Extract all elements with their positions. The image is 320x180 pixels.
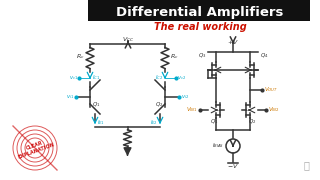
Text: $I_{C1}$: $I_{C1}$ — [92, 74, 100, 82]
Text: Differential Amplifiers: Differential Amplifiers — [116, 6, 284, 19]
Text: $Q_1$: $Q_1$ — [92, 100, 100, 109]
Text: $-V$: $-V$ — [227, 162, 239, 170]
Text: $R_c$: $R_c$ — [170, 53, 179, 61]
Text: $Q_4$: $Q_4$ — [260, 52, 268, 60]
Text: $R_c$: $R_c$ — [76, 53, 85, 61]
Text: $v_{c2}$: $v_{c2}$ — [177, 74, 186, 82]
Text: $I_{E1}$: $I_{E1}$ — [97, 119, 105, 127]
Text: $I_{C2}$: $I_{C2}$ — [155, 74, 163, 82]
Text: The real working: The real working — [154, 22, 246, 32]
Text: $+V$: $+V$ — [227, 38, 239, 46]
Text: $v_{i1}$: $v_{i1}$ — [66, 93, 74, 101]
Text: CLEAR
EXPLANATION: CLEAR EXPLANATION — [15, 136, 55, 160]
Text: $V_{CC}$: $V_{CC}$ — [122, 36, 134, 44]
Text: $I_{E2}$: $I_{E2}$ — [150, 119, 158, 127]
Text: $Q_2$: $Q_2$ — [248, 118, 256, 126]
Text: $Q_1$: $Q_1$ — [210, 118, 218, 126]
Text: $V_{IN1}$: $V_{IN1}$ — [186, 105, 198, 114]
Text: $I_{BIAS}$: $I_{BIAS}$ — [212, 141, 224, 150]
Text: $V_{IN2}$: $V_{IN2}$ — [268, 105, 280, 114]
Text: $Q_3$: $Q_3$ — [198, 52, 206, 60]
Text: $V_{OUT}$: $V_{OUT}$ — [264, 86, 278, 94]
Text: $v_{c1}$: $v_{c1}$ — [69, 74, 78, 82]
Text: 🔈: 🔈 — [303, 160, 309, 170]
FancyBboxPatch shape — [88, 0, 310, 21]
Text: $v_{i2}$: $v_{i2}$ — [181, 93, 189, 101]
Text: $Q_2$: $Q_2$ — [155, 100, 163, 109]
